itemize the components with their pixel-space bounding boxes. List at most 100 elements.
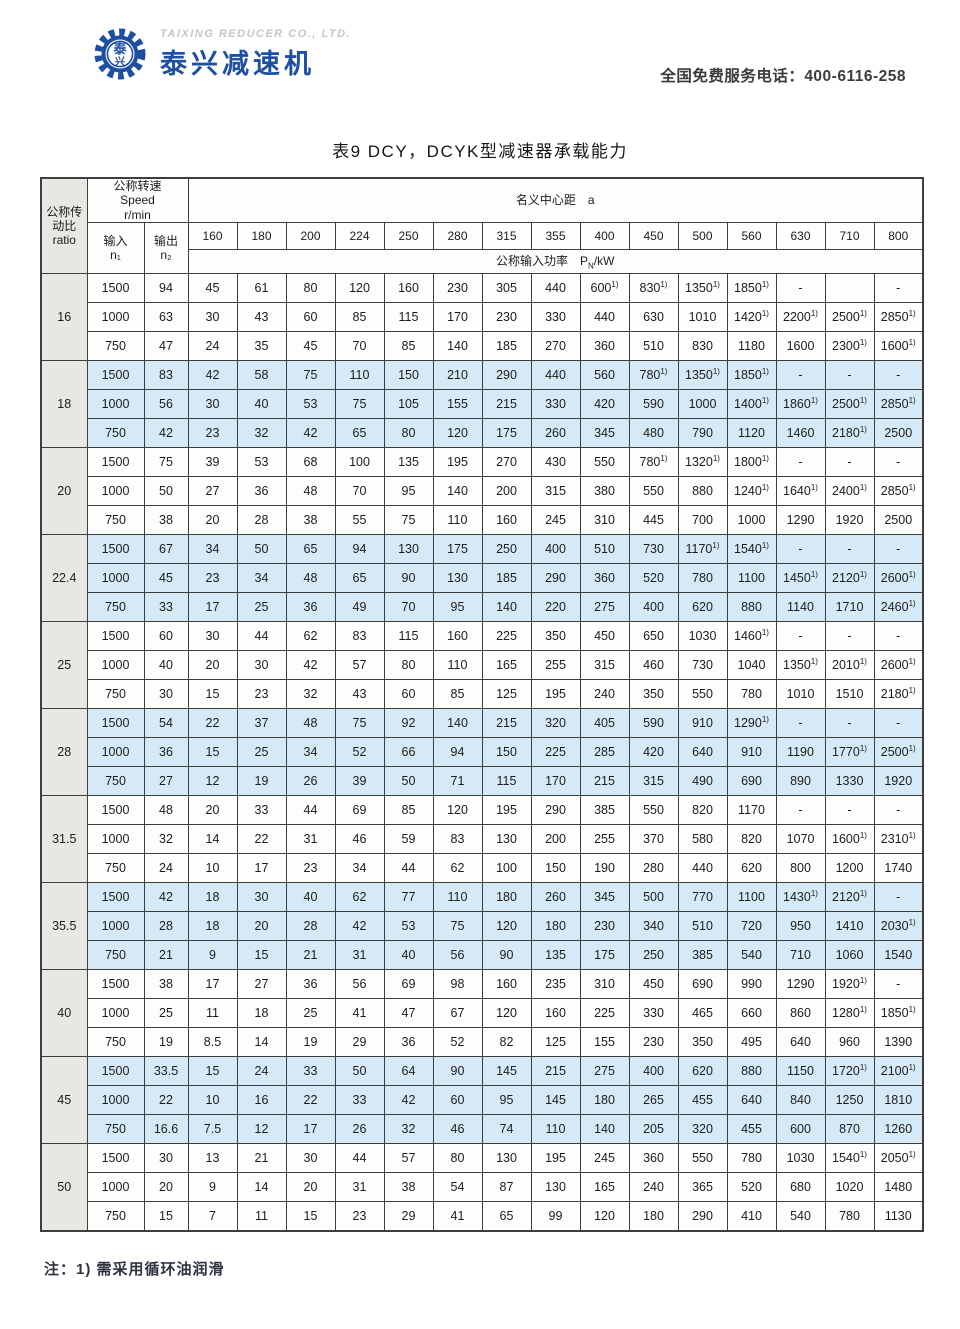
company-name-cn: 泰兴减速机 xyxy=(160,48,315,79)
power-cell: 25 xyxy=(236,592,287,623)
power-cell: - xyxy=(775,621,826,652)
power-cell: 140 xyxy=(481,592,532,623)
power-cell: 31 xyxy=(334,940,385,971)
power-cell: 17201) xyxy=(824,1056,875,1087)
power-cell: 14 xyxy=(236,1027,287,1058)
power-cell: - xyxy=(775,273,826,304)
power-cell: 1010 xyxy=(775,679,826,710)
power-cell: 22001) xyxy=(775,302,826,333)
power-cell: 7.5 xyxy=(187,1114,238,1145)
power-cell: 155 xyxy=(432,389,483,420)
power-cell: 18501) xyxy=(726,273,777,304)
power-cell: 305 xyxy=(481,273,532,304)
footnote-marker: 1) xyxy=(908,686,916,696)
power-cell: 43 xyxy=(236,302,287,333)
power-cell: 21 xyxy=(236,1143,287,1174)
power-cell: 800 xyxy=(775,853,826,884)
power-cell: 70 xyxy=(383,592,434,623)
power-cell: 315 xyxy=(579,650,630,681)
power-cell: 455 xyxy=(726,1114,777,1145)
power-cell: 200 xyxy=(481,476,532,507)
footnote-marker: 1) xyxy=(810,657,818,667)
footnote-marker: 1) xyxy=(908,1150,916,1160)
power-cell: 225 xyxy=(481,621,532,652)
power-cell: 320 xyxy=(677,1114,728,1145)
input-speed-cell: 750 xyxy=(86,679,145,710)
power-cell: 185 xyxy=(481,563,532,594)
power-cell: 1810 xyxy=(873,1085,924,1116)
power-cell: 480 xyxy=(628,418,679,449)
table-row: 50 1500 30 13 21 30 44 57 80 130 195 245 360 550 780 10… xyxy=(40,1143,924,1232)
power-cell: 1020 xyxy=(824,1172,875,1203)
power-cell: 175 xyxy=(432,534,483,565)
power-cell: 32 xyxy=(236,418,287,449)
power-cell: 430 xyxy=(530,447,581,478)
power-cell: 1920 xyxy=(824,505,875,536)
power-cell: 36 xyxy=(285,969,336,1000)
power-cell: 20501) xyxy=(873,1143,924,1174)
power-cell: 205 xyxy=(628,1114,679,1145)
power-cell: 640 xyxy=(775,1027,826,1058)
power-cell: 590 xyxy=(628,389,679,420)
power-cell: 53 xyxy=(383,911,434,942)
power-cell: 44 xyxy=(383,853,434,884)
power-cell: 24 xyxy=(236,1056,287,1087)
power-cell: 215 xyxy=(530,1056,581,1087)
input-speed-cell: 1500 xyxy=(86,621,145,652)
power-cell: 50 xyxy=(383,766,434,797)
table-row: 1000 20 9 14 20 31 38 54 87 130 165 240 365 520 680 102… xyxy=(41,1172,924,1203)
power-cell: 95 xyxy=(383,476,434,507)
power-cell: 38 xyxy=(383,1172,434,1203)
power-cell: 22 xyxy=(187,708,238,739)
power-cell: 23 xyxy=(187,563,238,594)
power-cell: 18501) xyxy=(726,360,777,391)
header-distance-value: 250 xyxy=(383,222,434,251)
power-cell: 890 xyxy=(775,766,826,797)
power-cell: 65 xyxy=(334,563,385,594)
power-cell: 215 xyxy=(481,389,532,420)
power-cell: 660 xyxy=(726,998,777,1029)
power-cell: 360 xyxy=(579,331,630,362)
power-cell: - xyxy=(824,447,875,478)
power-cell: 21801) xyxy=(824,418,875,449)
power-cell: 290 xyxy=(677,1201,728,1232)
power-cell: - xyxy=(775,447,826,478)
power-cell: 13201) xyxy=(677,447,728,478)
power-cell: 600 xyxy=(775,1114,826,1145)
output-speed-cell: 33 xyxy=(143,592,189,623)
footnote-marker: 1) xyxy=(908,599,916,609)
header-distance-value: 200 xyxy=(285,222,336,251)
footnote-marker: 1) xyxy=(859,831,867,841)
power-cell: 550 xyxy=(677,1143,728,1174)
power-cell: 26001) xyxy=(873,563,924,594)
power-cell: 1540 xyxy=(873,940,924,971)
footnote-marker: 1) xyxy=(908,744,916,754)
table-row: 750 42 23 32 42 65 80 120 175 260 345 480 790 1120 146… xyxy=(41,418,924,449)
power-cell: 120 xyxy=(481,911,532,942)
power-cell: 22 xyxy=(285,1085,336,1116)
power-cell: 28501) xyxy=(873,389,924,420)
power-cell: 52 xyxy=(334,737,385,768)
input-speed-cell: 1500 xyxy=(86,708,145,739)
output-speed-cell: 83 xyxy=(143,360,189,391)
power-cell: 160 xyxy=(383,273,434,304)
power-cell: 170 xyxy=(432,302,483,333)
power-cell: 61 xyxy=(236,273,287,304)
power-cell: - xyxy=(873,273,924,304)
ratio-cell: 20 xyxy=(40,447,88,536)
ratio-cell: 31.5 xyxy=(40,795,88,884)
power-cell: 215 xyxy=(481,708,532,739)
table-head: 公称传 动比 ratio 公称转速 Speed r/min 名义中心距 a 输入 n₁ 输出 n₂ 1… xyxy=(40,177,924,275)
power-cell: 53 xyxy=(285,389,336,420)
power-cell: 230 xyxy=(481,302,532,333)
footnote-marker: 1) xyxy=(810,483,818,493)
power-cell: 20 xyxy=(187,795,238,826)
output-speed-cell: 36 xyxy=(143,737,189,768)
power-cell: 48 xyxy=(285,476,336,507)
power-cell: 12901) xyxy=(726,708,777,739)
power-cell: 870 xyxy=(824,1114,875,1145)
power-cell: 130 xyxy=(481,1143,532,1174)
power-cell: 25001) xyxy=(824,302,875,333)
table-row: 31.5 1500 48 20 33 44 69 85 120 195 290 385 550 820 11… xyxy=(40,795,924,884)
footnote-marker: 1) xyxy=(810,309,818,319)
